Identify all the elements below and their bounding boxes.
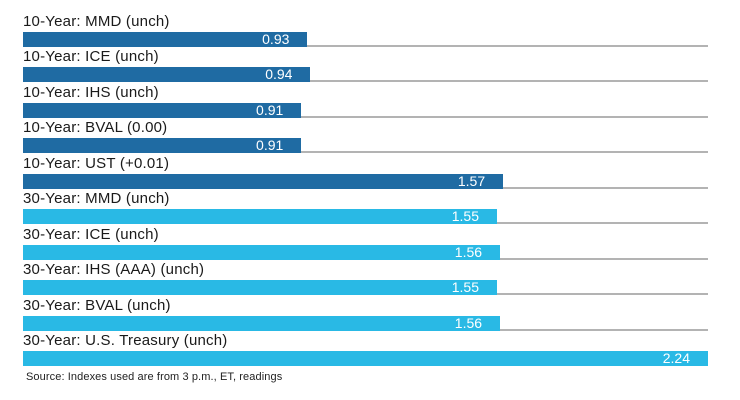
bar-value-label: 0.94 (265, 66, 293, 82)
bar-category-label: 10-Year: BVAL (0.00) (23, 119, 168, 137)
bar: 0.91 (23, 137, 302, 153)
bar-track: 0.91 (23, 101, 708, 118)
bar-value-label: 1.56 (454, 243, 483, 260)
bar-value-label: 1.55 (451, 279, 479, 295)
bar-track: 1.57 (23, 172, 708, 189)
bar-value-label: 0.93 (262, 30, 290, 47)
bar-value-label: 1.57 (457, 172, 486, 189)
bar-value-label: 2.24 (662, 350, 690, 366)
bar: 1.57 (23, 172, 504, 189)
bar-category-label: 30-Year: MMD (unch) (23, 190, 170, 208)
bar: 1.55 (23, 280, 497, 295)
bar-category-label: 10-Year: UST (+0.01) (23, 154, 170, 172)
bar-track: 1.55 (23, 280, 708, 295)
bar-category-label: 10-Year: ICE (unch) (23, 48, 159, 66)
bar-track: 1.55 (23, 209, 708, 224)
bar-category-label: 10-Year: MMD (unch) (23, 12, 170, 30)
bar-row: 30-Year: ICE (unch) 1.56 (23, 224, 708, 260)
bar-category-label: 30-Year: BVAL (unch) (23, 296, 171, 314)
bar-value-label: 0.91 (256, 101, 284, 118)
bar: 0.93 (23, 30, 308, 47)
bar-track: 0.94 (23, 67, 708, 82)
bar-row: 10-Year: BVAL (0.00) 0.91 (23, 118, 708, 153)
bar: 0.94 (23, 66, 311, 82)
bar-value-label: 1.56 (454, 314, 483, 331)
bar-track: 0.91 (23, 138, 708, 153)
bar: 1.56 (23, 243, 501, 260)
bar: 1.55 (23, 209, 497, 224)
bar-row: 30-Year: BVAL (unch) 1.56 (23, 295, 708, 331)
bar-row: 10-Year: UST (+0.01) 1.57 (23, 153, 708, 189)
source-note: Source: Indexes used are from 3 p.m., ET… (26, 371, 283, 383)
bar-category-label: 10-Year: IHS (unch) (23, 83, 159, 101)
bar-chart-area: 10-Year: MMD (unch) 0.93 10-Year: ICE (unc… (23, 11, 708, 366)
bar-row: 10-Year: ICE (unch) 0.94 (23, 47, 708, 82)
bar-track: 2.24 (23, 351, 708, 366)
bar-row: 10-Year: IHS (unch) 0.91 (23, 82, 708, 118)
bar-row: 30-Year: MMD (unch) 1.55 (23, 189, 708, 224)
bar-row: 10-Year: MMD (unch) 0.93 (23, 11, 708, 47)
bar-track: 0.93 (23, 30, 708, 47)
bar-track: 1.56 (23, 243, 708, 260)
bar-row: 30-Year: IHS (AAA) (unch) 1.55 (23, 260, 708, 295)
bar-category-label: 30-Year: IHS (AAA) (unch) (23, 261, 205, 279)
bar: 2.24 (23, 351, 708, 366)
bar-category-label: 30-Year: ICE (unch) (23, 225, 159, 243)
bar-category-label: 30-Year: U.S. Treasury (unch) (23, 332, 228, 350)
bar: 0.91 (23, 101, 302, 118)
bar-value-label: 1.55 (451, 208, 479, 224)
bar-value-label: 0.91 (256, 137, 284, 153)
bar-track: 1.56 (23, 314, 708, 331)
bar: 1.56 (23, 314, 501, 331)
bar-row: 30-Year: U.S. Treasury (unch) 2.24 (23, 331, 708, 366)
